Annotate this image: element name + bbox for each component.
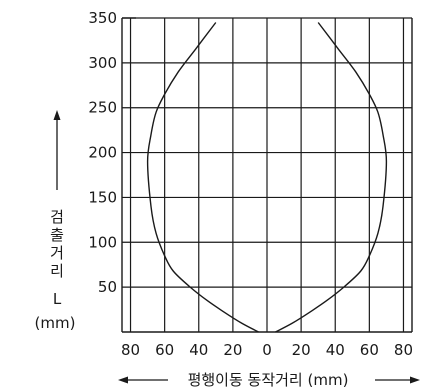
x-axis-arrow-left-head <box>118 376 128 384</box>
x-tick-label: 80 <box>394 341 413 359</box>
y-tick-label: 50 <box>98 278 117 296</box>
curve-right <box>275 22 388 333</box>
y-tick-label: 300 <box>88 54 117 72</box>
x-tick-label: 0 <box>262 341 272 359</box>
y-axis-arrow-head <box>53 110 61 120</box>
x-tick-label: 20 <box>223 341 242 359</box>
x-tick-label: 20 <box>292 341 311 359</box>
curves <box>146 22 388 333</box>
x-axis-arrow-right-head <box>410 376 420 384</box>
y-tick-label: 250 <box>88 99 117 117</box>
x-tick-label: 40 <box>326 341 345 359</box>
x-tick-label: 60 <box>360 341 379 359</box>
x-axis-label: 평행이동 동작거리 (mm) <box>188 371 349 389</box>
y-axis-unit: (mm) <box>35 314 76 332</box>
y-tick-label: 100 <box>88 233 117 251</box>
grid <box>121 17 413 333</box>
y-axis-symbol: L <box>53 290 62 308</box>
y-tick-label: 150 <box>88 188 117 206</box>
y-tick-label: 350 <box>88 9 117 27</box>
y-tick-label: 200 <box>88 144 117 162</box>
x-tick-label: 40 <box>189 341 208 359</box>
x-tick-label: 80 <box>121 341 140 359</box>
curve-left <box>146 22 259 333</box>
y-tick-labels: 50 100 150 200 250 300 350 <box>88 9 117 296</box>
x-tick-labels: 80 60 40 20 0 20 40 60 80 <box>121 341 413 359</box>
x-tick-label: 60 <box>155 341 174 359</box>
